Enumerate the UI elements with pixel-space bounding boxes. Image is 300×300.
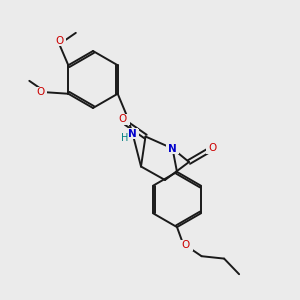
Bar xyxy=(116,114,130,125)
Text: O: O xyxy=(55,36,63,46)
Text: O: O xyxy=(119,114,127,124)
Text: N: N xyxy=(168,143,177,154)
Text: H: H xyxy=(121,133,128,142)
Text: O: O xyxy=(182,240,190,250)
Bar xyxy=(206,143,219,154)
Bar xyxy=(118,132,131,143)
Bar xyxy=(179,240,193,251)
Text: O: O xyxy=(36,87,44,97)
Bar xyxy=(53,35,66,46)
Bar xyxy=(34,87,47,98)
Text: O: O xyxy=(208,143,216,153)
Text: N: N xyxy=(128,129,137,139)
Bar xyxy=(126,128,139,139)
Bar xyxy=(166,143,179,154)
